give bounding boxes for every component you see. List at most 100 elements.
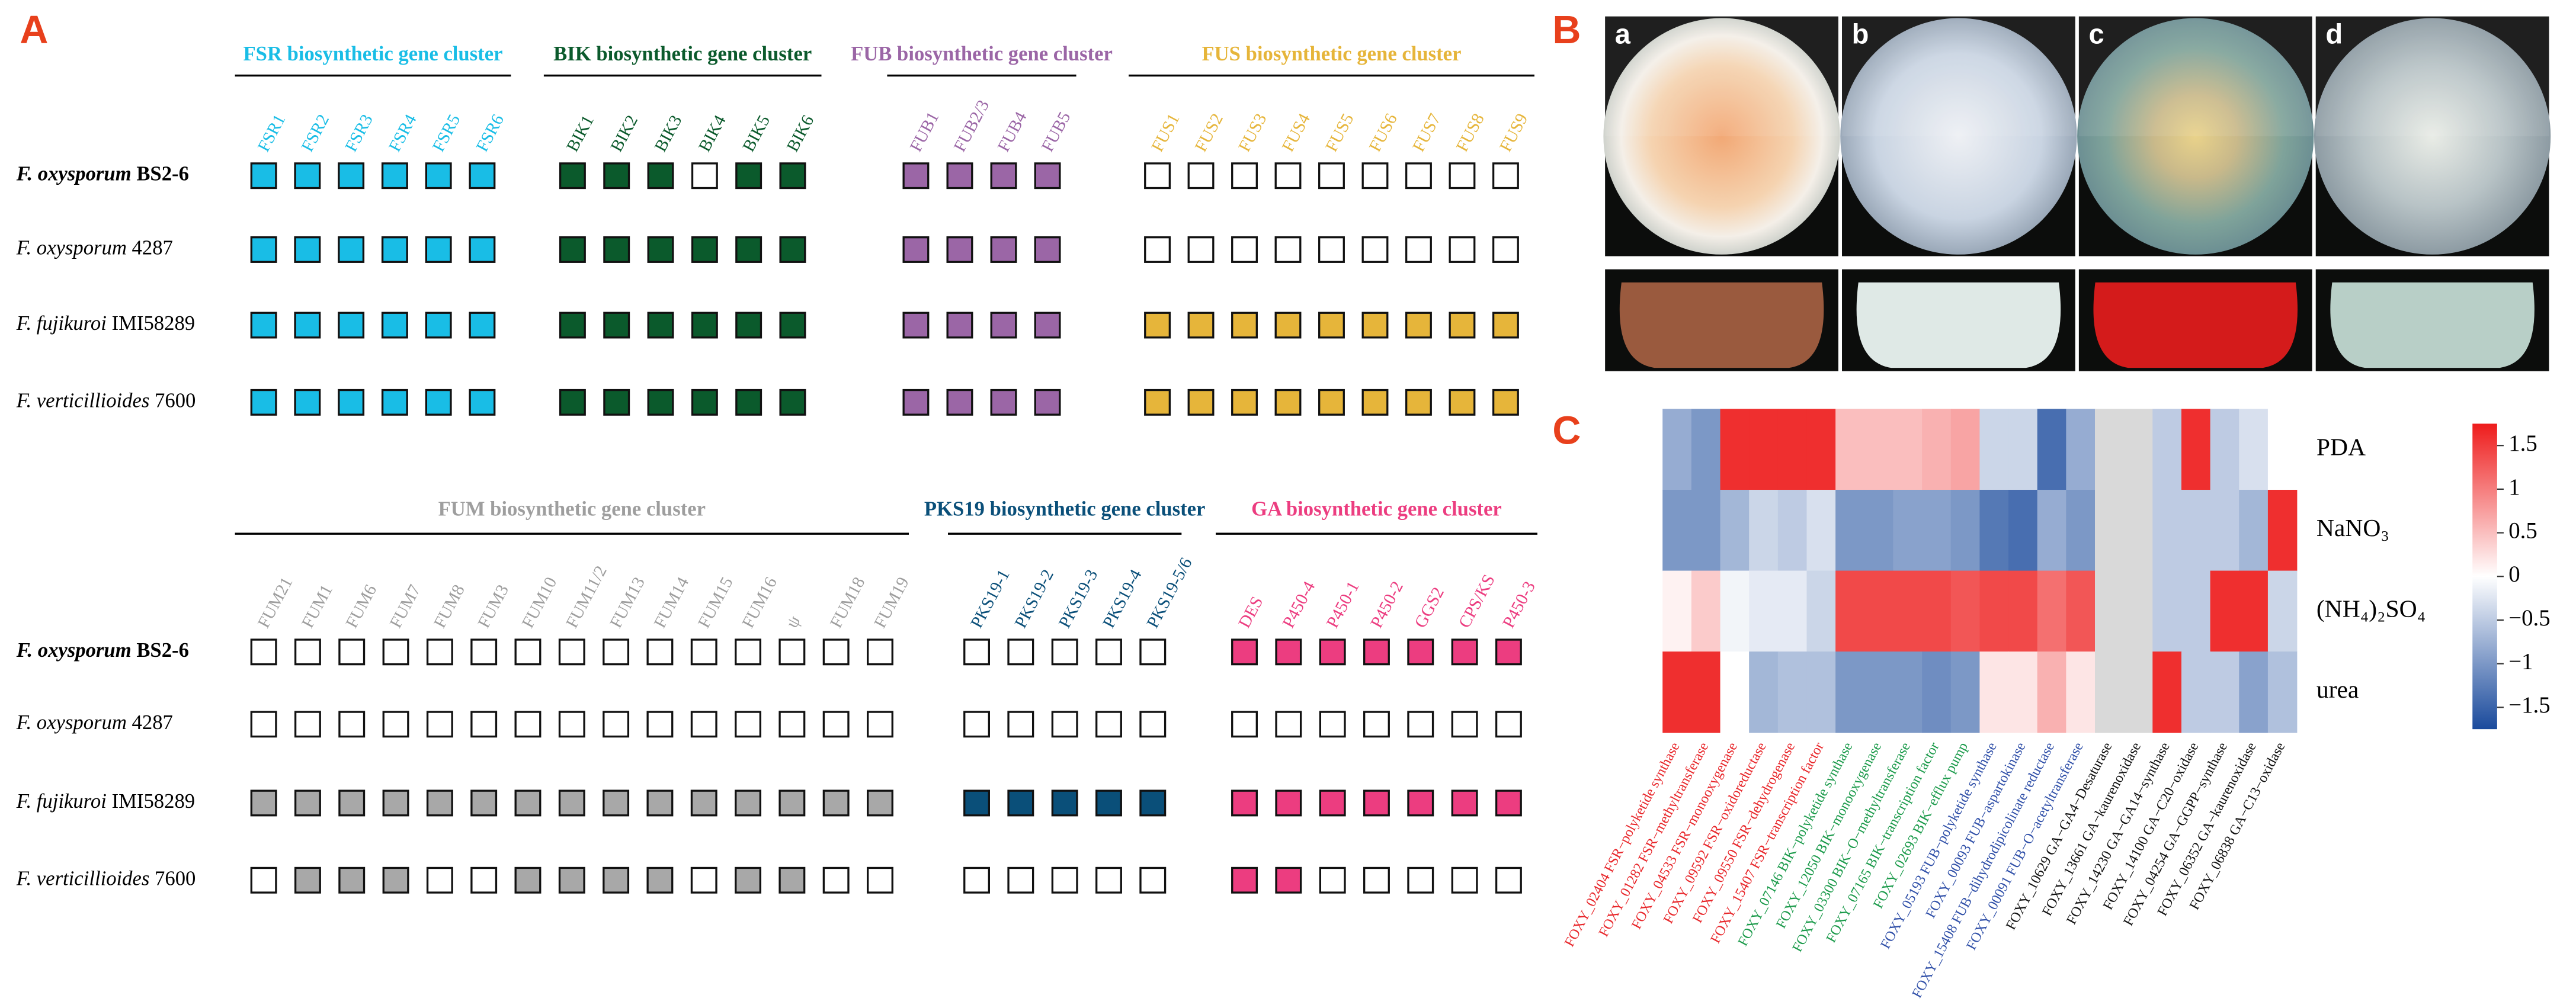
gene-box: [779, 162, 806, 190]
organism-label: F. oxysporum 4287: [16, 236, 173, 259]
organism-label: F. oxysporum 4287: [16, 711, 173, 734]
gene-box: [250, 162, 277, 190]
gene-box: [294, 389, 321, 416]
gene-box: [603, 389, 630, 416]
gene-box: [1361, 236, 1389, 263]
gene-box: [1361, 312, 1389, 339]
heatmap-cell: [1950, 570, 1981, 652]
gene-label: FUB5: [1038, 109, 1075, 155]
gene-box: [647, 389, 674, 416]
species: F. verticillioides: [16, 867, 150, 890]
gene-box: [382, 638, 409, 666]
colorbar-tick-label: −1: [2508, 649, 2533, 675]
strain: 7600: [155, 867, 196, 890]
subpanel-label: b: [1852, 18, 1869, 49]
gene-box: [990, 162, 1017, 190]
gene-label: FUM21: [254, 574, 297, 631]
gene-box: [1095, 711, 1122, 738]
heatmap-cell: [2152, 409, 2182, 490]
gene-label: BIK2: [607, 112, 642, 155]
gene-label: FUS7: [1409, 110, 1444, 155]
gene-box: [1451, 866, 1478, 894]
gene-box: [778, 789, 806, 817]
gene-box: [1495, 711, 1522, 738]
gene-box: [822, 638, 850, 666]
gene-label: BIK3: [651, 112, 686, 155]
gene-box: [250, 711, 277, 738]
gene-box: [558, 638, 585, 666]
gene-box: [1095, 638, 1122, 666]
gene-box: [1495, 638, 1522, 666]
colorbar-tick-label: 1.5: [2508, 431, 2537, 456]
gene-label: FUB1: [906, 109, 943, 155]
heatmap-cell: [1864, 490, 1894, 572]
gene-label: FUM18: [826, 574, 869, 631]
heatmap-cell: [2066, 570, 2096, 652]
gene-box: [690, 866, 717, 894]
gene-label: ψ: [783, 613, 805, 631]
heatmap-cell: [2210, 570, 2240, 652]
heatmap-cell: [2123, 651, 2154, 733]
heatmap-cell: [1691, 490, 1721, 572]
gene-box: [1495, 789, 1522, 817]
gene-label: DES: [1235, 593, 1267, 631]
heatmap-cell: [1979, 490, 2009, 572]
gene-box: [1274, 389, 1302, 416]
heatmap-cell: [1979, 409, 2009, 490]
gene-box: [338, 236, 365, 263]
cluster-title: FUM biosynthetic gene cluster: [438, 497, 706, 520]
strain: IMI58289: [112, 790, 196, 813]
gene-box: [1318, 162, 1345, 190]
gene-box: [1405, 162, 1432, 190]
gene-box: [735, 389, 762, 416]
gene-label: P450-1: [1323, 578, 1363, 631]
gene-box: [425, 312, 452, 339]
gene-box: [1139, 711, 1167, 738]
gene-box: [1318, 312, 1345, 339]
strain: 7600: [155, 389, 196, 412]
heatmap-cell: [1893, 490, 1923, 572]
photo-split: [1605, 16, 1838, 137]
cluster-title: BIK biosynthetic gene cluster: [553, 43, 812, 65]
cluster-title: PKS19 biosynthetic gene cluster: [924, 497, 1206, 520]
gene-label: FUM10: [518, 574, 561, 631]
gene-box: [603, 236, 630, 263]
organism-label: F. verticillioides 7600: [16, 867, 196, 890]
gene-box: [1361, 389, 1389, 416]
culture-plate: [1603, 18, 1840, 255]
gene-box: [250, 638, 277, 666]
gene-box: [250, 866, 277, 894]
gene-box: [382, 866, 409, 894]
organism-label: F. fujikuroi IMI58289: [16, 790, 195, 813]
gene-box: [990, 312, 1017, 339]
heatmap-cell: [2094, 490, 2125, 572]
gene-box: [735, 711, 762, 738]
gene-box: [250, 236, 277, 263]
gene-box: [1451, 789, 1478, 817]
gene-label: FSR3: [341, 111, 376, 155]
strain: 4287: [132, 236, 173, 259]
gene-box: [1034, 236, 1061, 263]
gene-box: [1007, 789, 1034, 817]
gene-box: [963, 711, 990, 738]
gene-box: [1449, 312, 1476, 339]
gene-box: [735, 866, 762, 894]
gene-box: [1451, 711, 1478, 738]
organism-label: F. oxysporum BS2-6: [16, 163, 189, 185]
species: F. fujikuroi: [16, 312, 107, 335]
heatmap-cell: [1720, 490, 1750, 572]
gene-box: [1231, 312, 1258, 339]
panel-label: B: [1552, 8, 1581, 52]
gene-box: [1051, 789, 1078, 817]
gene-label: FUM19: [870, 574, 913, 631]
gene-label: GGS2: [1411, 584, 1448, 631]
gene-box: [902, 236, 930, 263]
gene-box: [1231, 389, 1258, 416]
species: F. fujikuroi: [16, 790, 107, 813]
gene-label: FSR4: [385, 111, 421, 155]
gene-box: [1095, 866, 1122, 894]
heatmap-cell: [1749, 570, 1779, 652]
organism-label: F. fujikuroi IMI58289: [16, 312, 195, 335]
